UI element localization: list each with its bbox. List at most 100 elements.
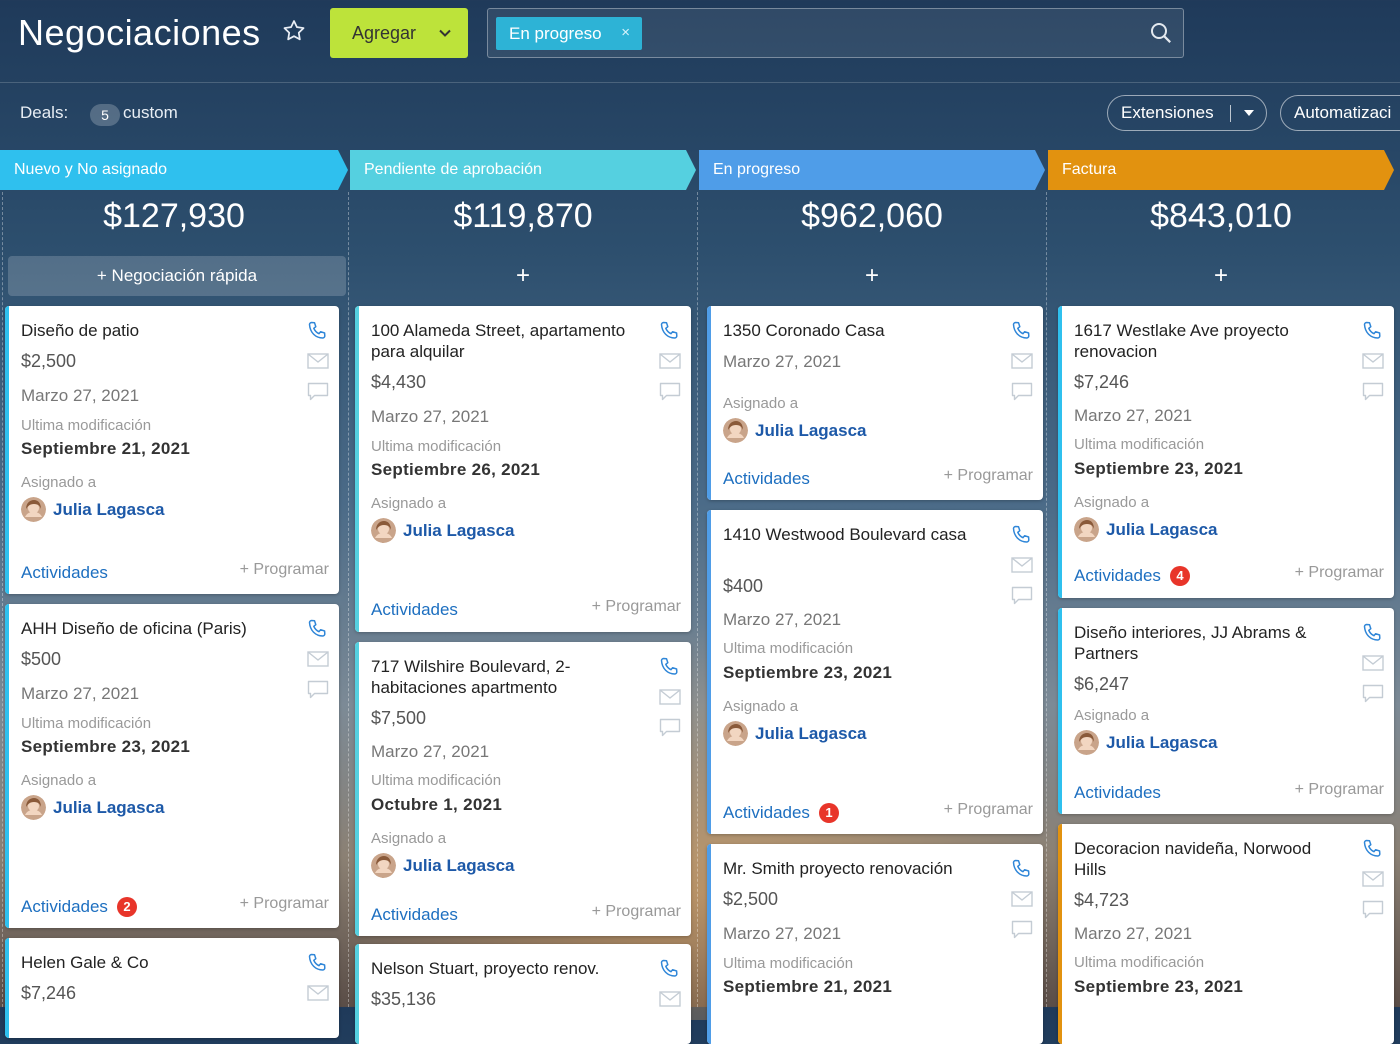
phone-icon[interactable] [1009,319,1033,343]
schedule-link[interactable]: + Programar [1294,564,1384,581]
deal-title[interactable]: 1350 Coronado Casa [723,321,885,340]
deal-card[interactable]: 1617 Westlake Ave proyecto renovacion $7… [1058,306,1394,598]
mail-icon[interactable] [1011,557,1033,573]
comment-icon[interactable] [1362,382,1384,402]
deal-title[interactable]: Helen Gale & Co [21,953,149,972]
mail-icon[interactable] [307,353,329,369]
phone-icon[interactable] [1009,857,1033,881]
star-icon[interactable] [281,18,307,44]
deal-card[interactable]: Diseño de patio $2,500 Marzo 27, 2021 Ul… [5,306,339,594]
comment-icon[interactable] [659,718,681,738]
assignee-link[interactable]: Julia Lagasca [1074,730,1218,755]
phone-icon[interactable] [1360,319,1384,343]
deal-card[interactable]: Nelson Stuart, proyecto renov. $35,136 [355,944,691,1044]
schedule-link[interactable]: + Programar [943,467,1033,484]
mail-icon[interactable] [307,985,329,1001]
activities-link[interactable]: Actividades 2 [21,897,137,917]
phone-icon[interactable] [657,655,681,679]
mail-icon[interactable] [659,353,681,369]
filter-chip[interactable]: En progreso × [496,17,642,50]
activities-link[interactable]: Actividades [371,905,458,925]
deal-card[interactable]: 1350 Coronado Casa Marzo 27, 2021 Asigna… [707,306,1043,500]
deal-title[interactable]: 100 Alameda Street, apartamento para alq… [371,321,626,361]
phone-icon[interactable] [657,957,681,981]
comment-icon[interactable] [1011,586,1033,606]
activities-link[interactable]: Actividades 4 [1074,566,1190,586]
phone-icon[interactable] [305,319,329,343]
stage-header[interactable]: Pendiente de aprobación [350,150,696,190]
schedule-link[interactable]: + Programar [239,895,329,912]
deal-card[interactable]: Diseño interiores, JJ Abrams & Partners … [1058,608,1394,814]
search-icon[interactable] [1149,21,1173,45]
quick-add-button[interactable]: + [1213,262,1228,289]
mail-icon[interactable] [1011,891,1033,907]
deal-card[interactable]: 717 Wilshire Boulevard, 2-habitaciones a… [355,642,691,936]
assignee-link[interactable]: Julia Lagasca [21,497,165,522]
phone-icon[interactable] [657,319,681,343]
comment-icon[interactable] [1011,382,1033,402]
mail-icon[interactable] [1011,353,1033,369]
schedule-link[interactable]: + Programar [943,801,1033,818]
comment-icon[interactable] [307,382,329,402]
assignee-link[interactable]: Julia Lagasca [1074,517,1218,542]
mail-icon[interactable] [307,651,329,667]
schedule-link[interactable]: + Programar [1294,781,1384,798]
stage-header[interactable]: En progreso [699,150,1045,190]
deal-title[interactable]: 717 Wilshire Boulevard, 2-habitaciones a… [371,657,571,697]
deal-card[interactable]: Mr. Smith proyecto renovación $2,500 Mar… [707,844,1043,1044]
phone-icon[interactable] [305,951,329,975]
quick-deal-button[interactable]: + Negociación rápida [8,256,346,296]
deal-card[interactable]: AHH Diseño de oficina (Paris) $500 Marzo… [5,604,339,928]
phone-icon[interactable] [1360,621,1384,645]
mail-icon[interactable] [1362,655,1384,671]
mail-icon[interactable] [1362,353,1384,369]
deal-title[interactable]: Diseño interiores, JJ Abrams & Partners [1074,623,1307,663]
assignee-link[interactable]: Julia Lagasca [723,418,867,443]
mail-icon[interactable] [659,689,681,705]
activities-link[interactable]: Actividades [1074,783,1161,803]
stage-header[interactable]: Nuevo y No asignado [0,150,348,190]
deal-title[interactable]: Mr. Smith proyecto renovación [723,859,953,878]
quick-add-button[interactable]: + [515,262,530,289]
phone-icon[interactable] [1360,837,1384,861]
deal-title[interactable]: Diseño de patio [21,321,140,340]
comment-icon[interactable] [307,680,329,700]
activities-link[interactable]: Actividades [723,469,810,489]
deals-count-badge[interactable]: 5 [90,104,120,126]
mail-icon[interactable] [1362,871,1384,887]
assignee-link[interactable]: Julia Lagasca [371,518,515,543]
phone-icon[interactable] [1009,523,1033,547]
deal-card[interactable]: Helen Gale & Co $7,246 [5,938,339,1038]
deal-title[interactable]: 1410 Westwood Boulevard casa [723,525,967,544]
close-icon[interactable]: × [621,24,630,41]
deal-card[interactable]: Decoracion navideña, Norwood Hills $4,72… [1058,824,1394,1044]
deal-title[interactable]: Decoracion navideña, Norwood Hills [1074,839,1312,879]
search-filter-box[interactable]: En progreso × [487,8,1184,58]
assignee-link[interactable]: Julia Lagasca [371,853,515,878]
schedule-link[interactable]: + Programar [591,598,681,615]
schedule-link[interactable]: + Programar [591,903,681,920]
activities-link[interactable]: Actividades [21,563,108,583]
add-button[interactable]: Agregar [330,8,468,58]
deal-title[interactable]: AHH Diseño de oficina (Paris) [21,619,247,638]
comment-icon[interactable] [1011,920,1033,940]
deal-title[interactable]: Nelson Stuart, proyecto renov. [371,959,600,978]
activities-link[interactable]: Actividades [371,600,458,620]
assignee-link[interactable]: Julia Lagasca [723,721,867,746]
activities-link[interactable]: Actividades 1 [723,803,839,823]
deal-card[interactable]: 100 Alameda Street, apartamento para alq… [355,306,691,632]
mail-icon[interactable] [659,991,681,1007]
automation-button[interactable]: Automatizaci [1280,95,1400,131]
stage-header[interactable]: Factura [1048,150,1394,190]
assignee-link[interactable]: Julia Lagasca [21,795,165,820]
caret-down-icon[interactable] [1244,110,1254,116]
deal-card[interactable]: 1410 Westwood Boulevard casa $400 Marzo … [707,510,1043,834]
comment-icon[interactable] [1362,684,1384,704]
comment-icon[interactable] [659,382,681,402]
deals-custom-link[interactable]: custom [123,103,178,122]
quick-add-button[interactable]: + [864,262,879,289]
comment-icon[interactable] [1362,900,1384,920]
phone-icon[interactable] [305,617,329,641]
schedule-link[interactable]: + Programar [239,561,329,578]
extensions-button[interactable]: Extensiones [1107,95,1267,131]
